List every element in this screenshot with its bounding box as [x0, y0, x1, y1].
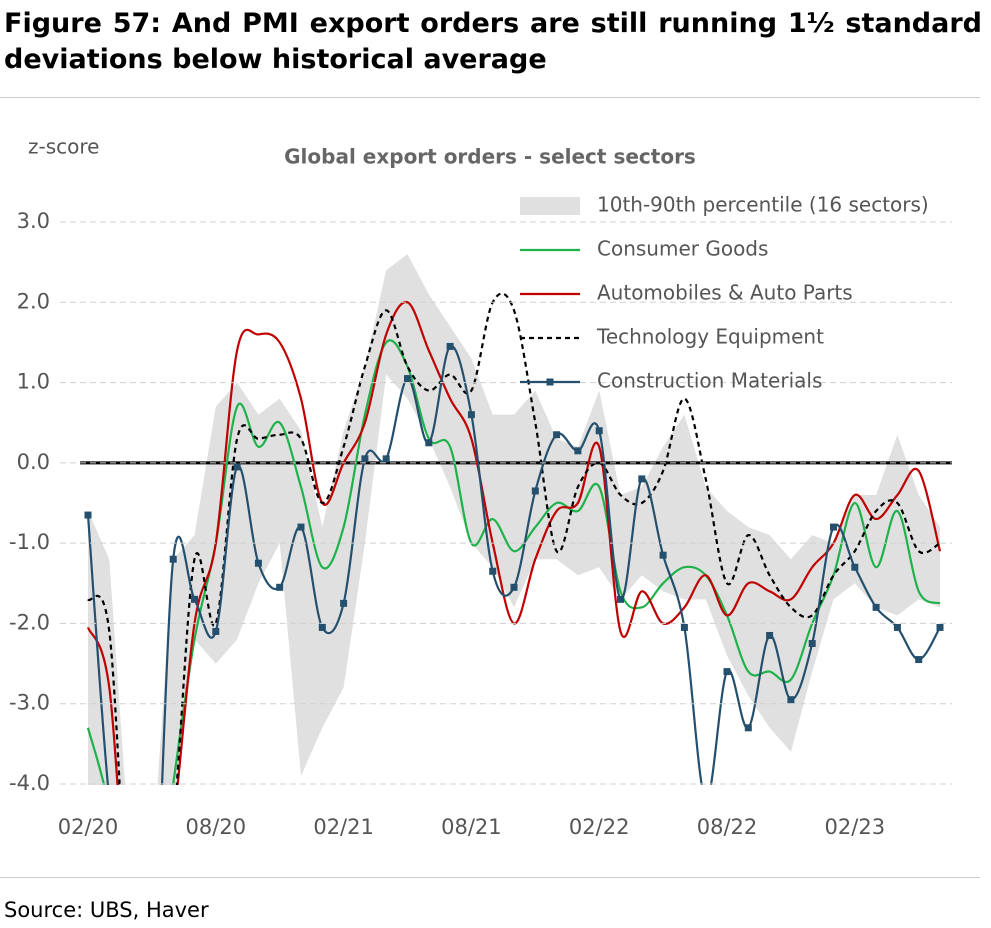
figure-title: Figure 57: And PMI export orders are sti…: [4, 8, 982, 75]
series-marker: [531, 487, 539, 495]
series-marker: [233, 463, 241, 471]
series-marker: [872, 603, 880, 611]
chart: z-score Global export orders - select se…: [9, 135, 952, 839]
series-marker: [404, 375, 411, 383]
series-marker: [851, 563, 859, 571]
series-marker: [574, 447, 582, 455]
y-tick-label: -3.0: [9, 691, 50, 715]
source-note: Source: UBS, Haver: [4, 898, 209, 922]
y-tick-label: 0.0: [17, 450, 50, 474]
series-marker: [915, 656, 923, 664]
series-marker: [361, 455, 369, 463]
legend-label: Automobiles & Auto Parts: [597, 281, 853, 305]
series-marker: [680, 623, 688, 631]
x-tick-label: 08/21: [441, 815, 502, 839]
series-marker: [638, 475, 646, 483]
series-marker: [297, 523, 305, 531]
legend-swatch: [520, 197, 580, 215]
x-tick-label: 02/20: [58, 815, 119, 839]
series-line: [86, 300, 942, 785]
series-marker: [744, 724, 752, 732]
y-axis-label: z-score: [28, 135, 99, 159]
series-marker: [106, 797, 113, 804]
x-tick-label: 08/20: [186, 815, 247, 839]
series-marker: [276, 583, 284, 591]
series-line: [87, 292, 941, 785]
series-marker: [254, 559, 262, 567]
series-marker: [595, 427, 603, 435]
legend-label: 10th-90th percentile (16 sectors): [597, 193, 929, 217]
series-marker: [787, 696, 795, 704]
series-marker: [617, 595, 624, 603]
legend-label: Technology Equipment: [596, 325, 824, 349]
x-tick-label: 02/23: [825, 815, 886, 839]
series-marker: [659, 551, 667, 559]
y-tick-label: 2.0: [17, 289, 50, 313]
x-tick-label: 08/22: [697, 815, 758, 839]
series-marker: [808, 640, 816, 647]
series-marker: [766, 631, 774, 639]
series-marker: [723, 668, 731, 676]
series-marker: [169, 555, 177, 563]
series-marker: [382, 455, 390, 463]
series-marker: [191, 595, 198, 603]
series-marker: [510, 583, 518, 591]
series-marker: [84, 511, 92, 519]
plot-area: [80, 254, 952, 804]
divider: [0, 877, 980, 878]
legend-marker: [546, 378, 554, 386]
series-marker: [553, 431, 561, 439]
series-marker: [446, 342, 454, 350]
series-marker: [467, 411, 475, 419]
series-marker: [425, 439, 433, 447]
series-marker: [830, 523, 837, 531]
series-marker: [936, 623, 944, 631]
chart-title: Global export orders - select sectors: [284, 145, 696, 169]
series-marker: [489, 567, 497, 575]
series-marker: [893, 623, 901, 631]
y-tick-label: -4.0: [9, 771, 50, 795]
x-tick-label: 02/21: [313, 815, 374, 839]
series-marker: [702, 797, 709, 804]
series-marker: [212, 627, 220, 635]
series-marker: [318, 623, 326, 631]
y-tick-label: 3.0: [17, 209, 50, 233]
y-tick-label: -1.0: [9, 530, 50, 554]
divider: [0, 97, 980, 98]
legend-label: Consumer Goods: [597, 237, 768, 261]
series-marker: [340, 599, 348, 607]
percentile-band: [88, 254, 940, 785]
y-tick-label: -2.0: [9, 610, 50, 634]
legend-label: Construction Materials: [597, 369, 822, 393]
y-tick-label: 1.0: [17, 370, 50, 394]
x-tick-label: 02/22: [569, 815, 630, 839]
